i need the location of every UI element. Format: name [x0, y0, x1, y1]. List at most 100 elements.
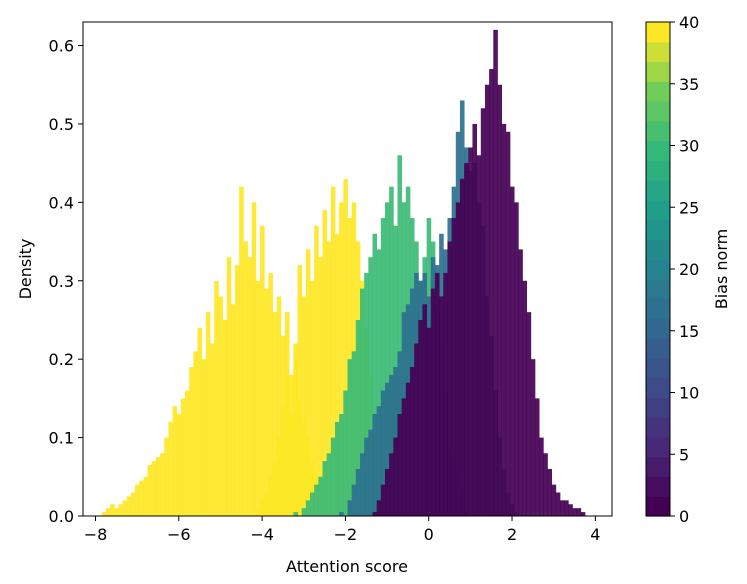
histogram-bar	[405, 382, 411, 516]
histogram-bar	[372, 233, 378, 516]
histogram-bar	[135, 484, 140, 516]
histogram-bar	[547, 468, 553, 516]
histogram-bar	[264, 288, 269, 516]
y-tick-label: 0.0	[49, 507, 74, 526]
histogram-bar	[505, 131, 511, 516]
histogram-bar	[389, 186, 394, 517]
histogram-bar	[201, 359, 207, 516]
histogram-bar	[305, 249, 311, 516]
histogram-bar	[155, 457, 161, 516]
histogram-series-4	[372, 29, 586, 517]
y-tick-label: 0.4	[49, 193, 74, 212]
histogram-bar	[243, 241, 248, 516]
histogram-bar	[122, 500, 128, 516]
histogram-bar	[422, 304, 428, 516]
colorbar-segment	[646, 496, 670, 517]
histogram-bar	[285, 374, 290, 516]
histogram-bar	[401, 398, 407, 516]
histogram-bar	[389, 374, 394, 516]
histogram-bar	[534, 398, 540, 516]
histogram-bar	[380, 390, 386, 516]
histogram-bar	[255, 508, 261, 516]
histogram-bar	[272, 312, 278, 516]
x-tick-label: −4	[250, 525, 274, 544]
x-tick-label: 4	[590, 525, 600, 544]
histogram-bars	[101, 29, 586, 517]
histogram-bar	[397, 414, 403, 516]
colorbar-tick-label: 35	[679, 75, 699, 94]
colorbar-segment	[646, 199, 670, 221]
histogram-bar	[110, 504, 115, 516]
x-tick-label: −2	[334, 525, 358, 544]
histogram-bar	[230, 304, 236, 516]
colorbar-segment	[646, 140, 670, 161]
histogram-bar	[330, 186, 336, 517]
histogram-bar	[364, 437, 369, 516]
histogram-bar	[118, 504, 123, 516]
histogram-bar	[526, 312, 532, 516]
histogram-bar	[130, 492, 136, 516]
histogram-bar	[426, 327, 432, 516]
y-axis-label: Density	[16, 239, 35, 300]
y-tick-label: 0.2	[49, 350, 74, 369]
histogram-bar	[335, 421, 340, 516]
histogram-bar	[293, 343, 298, 516]
histogram-bar	[509, 186, 515, 517]
histogram-bar	[222, 319, 228, 516]
histogram-bar	[289, 414, 294, 516]
histogram-bar	[280, 406, 286, 516]
histogram-bar	[468, 147, 473, 516]
histogram-bar	[514, 202, 519, 516]
histogram-bar	[264, 492, 269, 516]
histogram-bar	[160, 453, 165, 516]
histogram-bar	[218, 296, 223, 516]
histogram-bar	[360, 288, 365, 516]
histogram-bar	[268, 476, 273, 516]
histogram-bar	[172, 406, 178, 516]
colorbar-segment	[646, 338, 670, 359]
histogram-bar	[318, 476, 323, 516]
histogram-bar	[418, 319, 423, 516]
histogram-bar	[476, 155, 482, 517]
colorbar-segment	[646, 357, 670, 379]
histogram-bar	[339, 512, 344, 516]
histogram-bar	[351, 484, 357, 516]
histogram-bar	[168, 421, 173, 516]
colorbar-tick-label: 5	[679, 445, 689, 464]
histogram-bar	[276, 437, 282, 516]
histogram-bar	[185, 390, 190, 516]
histogram-bar	[414, 343, 419, 516]
histogram-bar	[351, 351, 357, 516]
colorbar-segment	[646, 61, 670, 82]
histogram-bar	[343, 178, 348, 516]
histogram-bar	[139, 480, 144, 516]
histogram-bar	[330, 437, 336, 516]
histogram-bar	[497, 84, 503, 516]
histogram-bar	[276, 296, 282, 516]
histogram-bar	[318, 257, 323, 516]
histogram-bar	[364, 272, 369, 516]
histogram-bar	[326, 453, 332, 516]
histogram-bar	[539, 437, 544, 516]
colorbar-segment	[646, 397, 670, 418]
histogram-bar	[472, 123, 478, 516]
histogram-bar	[176, 414, 182, 516]
y-tick-label: 0.6	[49, 37, 74, 56]
histogram-bar	[193, 351, 198, 516]
colorbar-tick-label: 30	[679, 137, 699, 156]
histogram-bar	[226, 257, 232, 516]
colorbar-tick-label: 0	[679, 507, 689, 526]
colorbar-segment	[646, 298, 670, 319]
histogram-bar	[114, 508, 119, 516]
histogram-bar	[314, 484, 319, 516]
histogram-bar	[372, 414, 378, 516]
histogram-bar	[372, 512, 378, 516]
histogram-bar	[314, 225, 319, 516]
colorbar-segment	[646, 456, 670, 478]
histogram-bar	[376, 249, 382, 516]
histogram-bar	[559, 500, 565, 516]
x-tick-label: −8	[84, 525, 108, 544]
histogram-bar	[480, 108, 486, 516]
x-tick-label: 0	[424, 525, 434, 544]
colorbar-tick-label: 15	[679, 322, 699, 341]
